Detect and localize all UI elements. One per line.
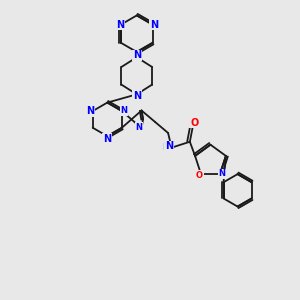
Text: N: N <box>116 20 124 30</box>
Text: N: N <box>133 50 141 61</box>
Text: N: N <box>150 20 158 30</box>
Text: N: N <box>86 106 94 116</box>
Text: N: N <box>165 142 173 152</box>
Text: N: N <box>135 123 142 132</box>
Text: N: N <box>133 91 141 101</box>
Text: O: O <box>190 118 198 128</box>
Text: N: N <box>121 106 128 116</box>
Text: N: N <box>218 169 225 178</box>
Text: O: O <box>196 171 203 180</box>
Text: N: N <box>103 134 111 143</box>
Text: H: H <box>162 142 169 152</box>
